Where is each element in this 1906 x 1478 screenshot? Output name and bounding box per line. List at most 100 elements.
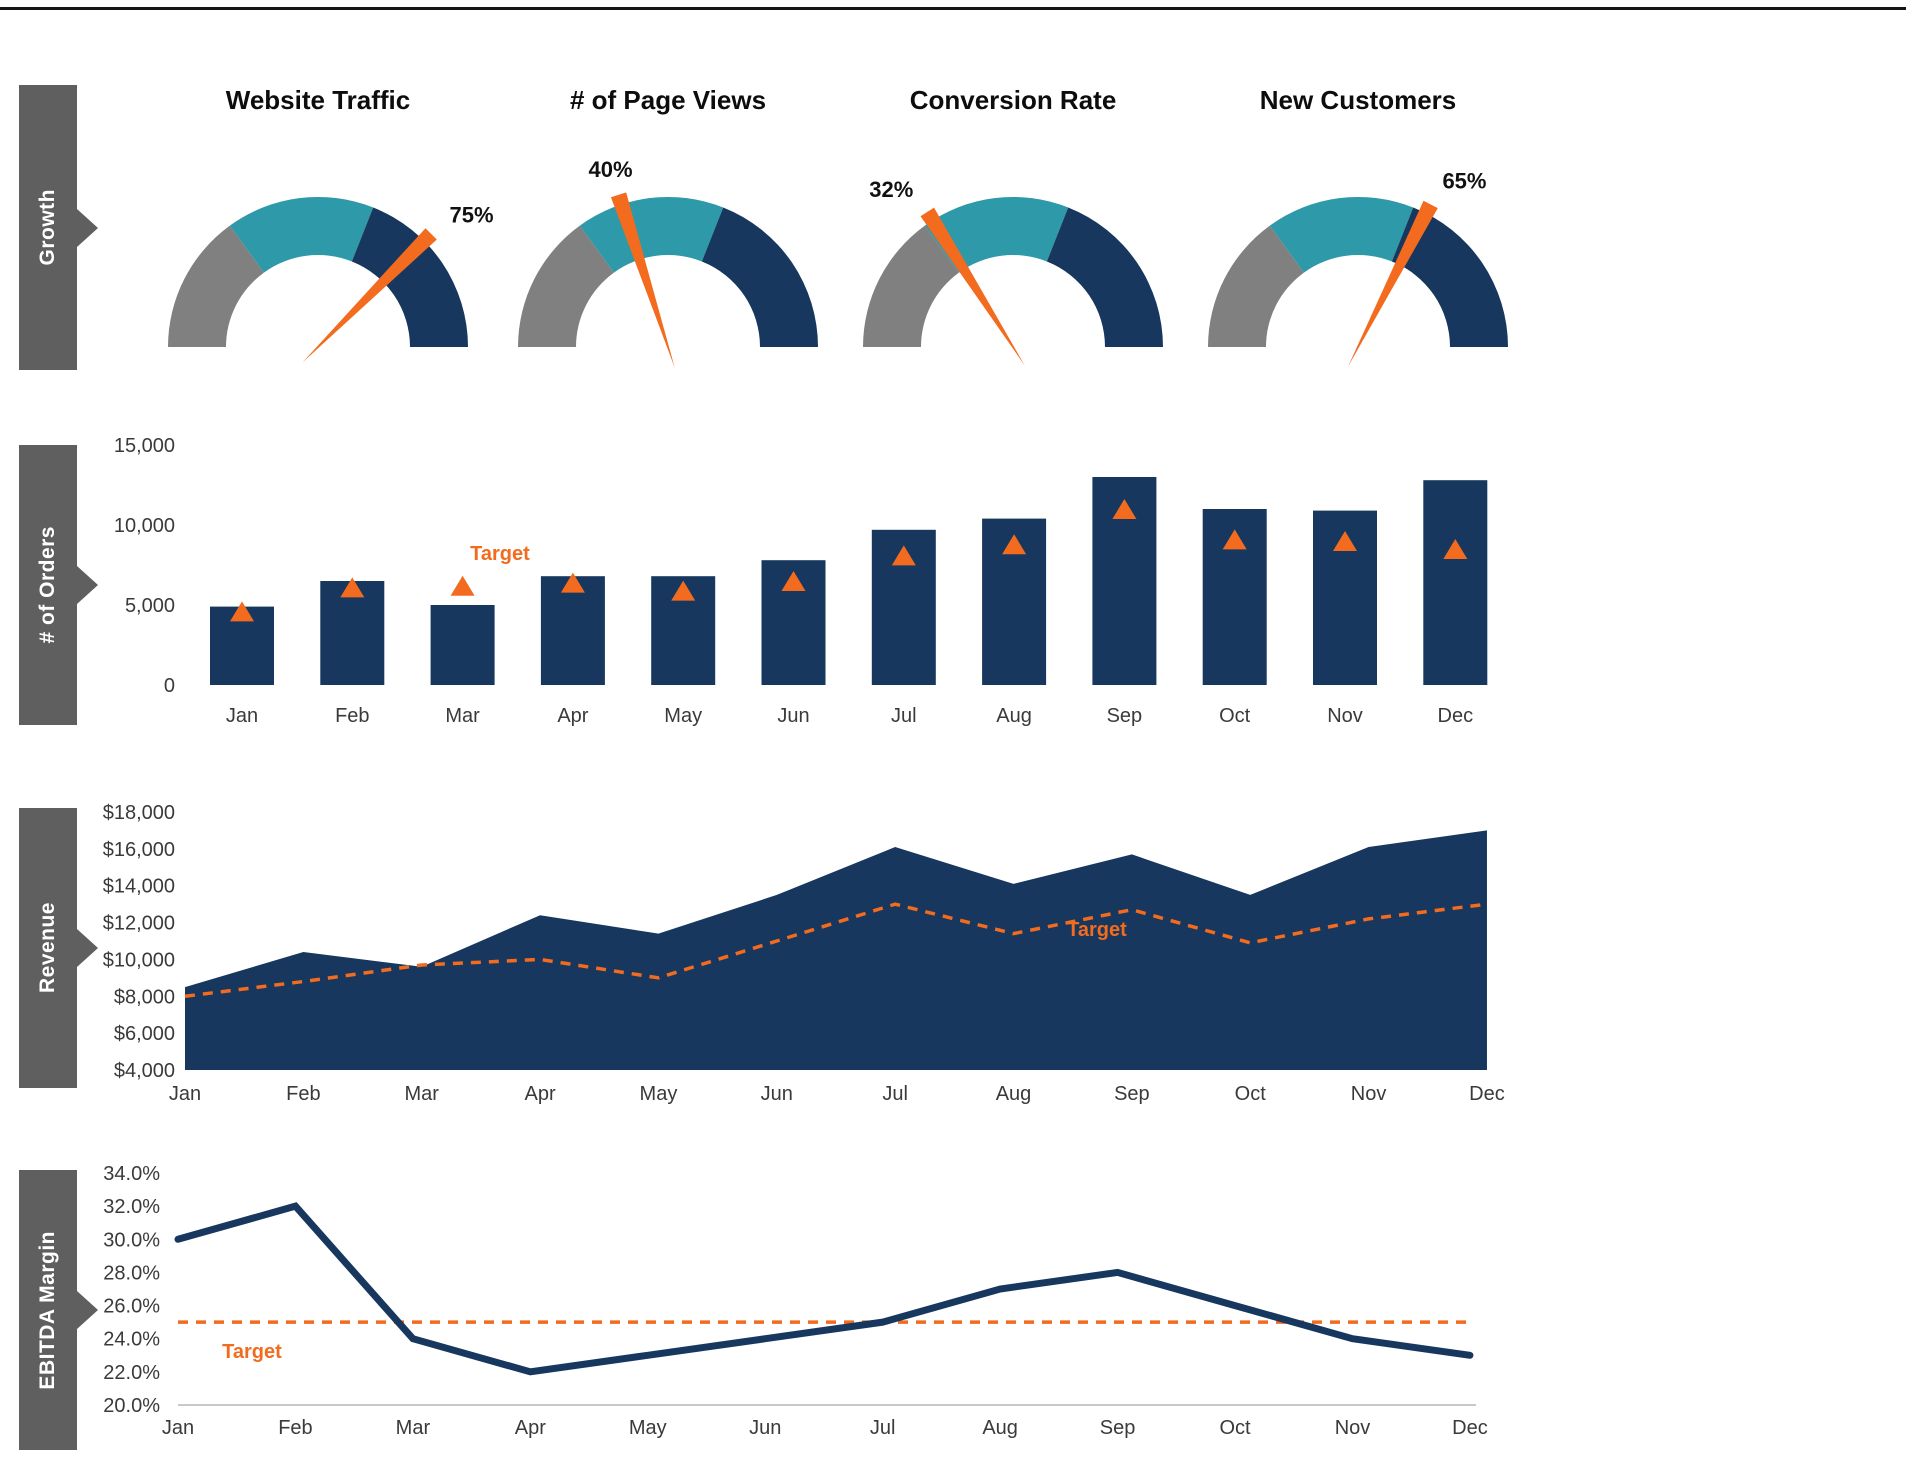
target-marker-feb <box>340 577 365 598</box>
page-views-gauge-canvas: 40% <box>478 122 858 368</box>
revenue-chart-svg: $18,000 $16,000 $14,000 $12,000 $10,000 $8,00… <box>103 802 1505 1105</box>
gauge-segment-gray <box>863 225 959 347</box>
chart-text: 0 <box>164 675 175 697</box>
gauge-segment-gray <box>1208 225 1304 347</box>
revenue-target-annotation: Target <box>1067 919 1127 941</box>
chart-text: $18,000 <box>103 802 175 824</box>
ebitda-target-annotation: Target <box>222 1341 282 1363</box>
chart-text: Aug <box>996 1083 1032 1105</box>
gauge-svg: 75% <box>168 197 494 363</box>
row-tab-orders: # of Orders <box>19 445 98 725</box>
chart-text: 32.0% <box>103 1196 160 1218</box>
bar-dec <box>1423 480 1488 685</box>
gauge-value-label: 75% <box>450 202 494 227</box>
chart-text: Jan <box>162 1417 194 1439</box>
orders-target-annotation: Target <box>470 543 530 565</box>
chart-text: 20.0% <box>103 1395 160 1417</box>
gauge-needle <box>610 192 675 368</box>
chart-text: $4,000 <box>114 1060 175 1082</box>
chart-text: Mar <box>445 705 480 727</box>
chart-text: 26.0% <box>103 1296 160 1318</box>
orders-bar-chart: 0 5,000 10,000 15,000 Jan Feb Mar Apr May Jun Jul A… <box>0 430 1906 755</box>
chart-text: Dec <box>1469 1083 1505 1105</box>
new-customers-gauge-canvas: 65% <box>1168 122 1548 367</box>
gauge-title-conversion-rate: Conversion Rate <box>909 85 1117 115</box>
chart-text: Dec <box>1452 1417 1488 1439</box>
gauge-segment-gray <box>518 225 614 347</box>
chart-text: 10,000 <box>114 515 175 537</box>
gauge-segment-navy <box>701 207 818 347</box>
ebitda-margin-line <box>174 1202 1474 1376</box>
orders-chart-svg: 0 5,000 10,000 15,000 Jan Feb Mar Apr May Jun Jul A… <box>114 435 1488 727</box>
bar-apr <box>540 576 605 685</box>
gauge-segment-teal <box>579 197 724 273</box>
gauge-conversion-rate: Conversion Rate 32% <box>823 85 1203 366</box>
chart-text: Dec <box>1438 705 1474 727</box>
gauge-title-new-customers: New Customers <box>1259 85 1457 115</box>
chart-text: May <box>640 1083 678 1105</box>
bar-mar <box>430 605 495 685</box>
chart-text: Jul <box>870 1417 896 1439</box>
chart-text: Jun <box>761 1083 793 1105</box>
gauge-svg: 32% <box>863 177 1163 366</box>
chart-text: Aug <box>982 1417 1018 1439</box>
chart-text: Mar <box>396 1417 431 1439</box>
chart-text: Apr <box>557 705 588 727</box>
chart-text: Nov <box>1335 1417 1371 1439</box>
chart-text: Feb <box>335 705 369 727</box>
row-tab-growth: Growth <box>19 85 98 370</box>
gauge-needle <box>302 228 437 363</box>
chart-text: Jul <box>891 705 917 727</box>
chart-text: Jan <box>226 705 258 727</box>
chart-text: Oct <box>1219 1417 1251 1439</box>
revenue-area-series <box>185 830 1487 1070</box>
chart-text: Apr <box>525 1083 556 1105</box>
gauge-segment-navy <box>1046 207 1163 347</box>
ribbon-arrow-icon <box>77 208 98 247</box>
revenue-row: Revenue $18,000 $16,000 $14,000 $12,000 $10,… <box>0 790 1906 1125</box>
gauge-title-page-views: # of Page Views <box>569 85 767 115</box>
target-marker-jul <box>891 545 916 566</box>
chart-text: 15,000 <box>114 435 175 457</box>
gauge-needle <box>920 207 1025 366</box>
chart-text: Oct <box>1235 1083 1267 1105</box>
gauge-new-customers: New Customers 65% <box>1168 85 1548 367</box>
chart-text: $16,000 <box>103 839 175 861</box>
chart-text: 22.0% <box>103 1362 160 1384</box>
target-marker-jan <box>230 601 254 622</box>
chart-text: $10,000 <box>103 949 175 971</box>
growth-tab-label: Growth <box>36 189 59 266</box>
chart-text: May <box>664 705 702 727</box>
chart-text: $12,000 <box>103 913 175 935</box>
chart-text: Apr <box>515 1417 546 1439</box>
chart-text: Sep <box>1114 1083 1150 1105</box>
target-marker-jun <box>781 571 806 591</box>
chart-text: Feb <box>278 1417 312 1439</box>
target-marker-may <box>671 580 696 601</box>
chart-text: Jun <box>777 705 809 727</box>
row-tab-ebitda: EBITDA Margin <box>19 1170 98 1450</box>
gauge-svg: 40% <box>518 157 818 368</box>
target-marker-apr <box>560 572 585 593</box>
chart-text: Jan <box>169 1083 201 1105</box>
ebitda-row: EBITDA Margin 34.0% 32.0% 30.0% 28.0% 26.0% 2… <box>0 1160 1906 1478</box>
growth-row: Growth Website Traffic 75% # of Page Vie… <box>0 70 1906 400</box>
chart-text: 28.0% <box>103 1262 160 1284</box>
target-marker-oct <box>1222 529 1247 550</box>
orders-row: # of Orders 0 5,000 10,000 15,000 Jan Feb Mar A… <box>0 430 1906 755</box>
gauge-segment-navy <box>351 207 468 347</box>
revenue-target-line <box>184 902 1488 999</box>
website-traffic-gauge-canvas: 75% <box>128 122 508 363</box>
chart-text: Nov <box>1351 1083 1387 1105</box>
ribbon-arrow-icon <box>77 1291 98 1329</box>
chart-text: 24.0% <box>103 1329 160 1351</box>
gauge-segment-teal <box>924 197 1069 273</box>
gauge-value-label: 65% <box>1442 168 1486 193</box>
ebitda-chart-svg: 34.0% 32.0% 30.0% 28.0% 26.0% 24.0% 22.0% 20.0%… <box>103 1163 1488 1439</box>
conversion-rate-gauge-canvas: 32% <box>823 122 1203 366</box>
target-marker-mar <box>450 575 475 596</box>
gauge-value-label: 32% <box>869 177 913 202</box>
ribbon-arrow-icon <box>77 929 98 967</box>
target-marker-sep <box>1112 499 1137 519</box>
